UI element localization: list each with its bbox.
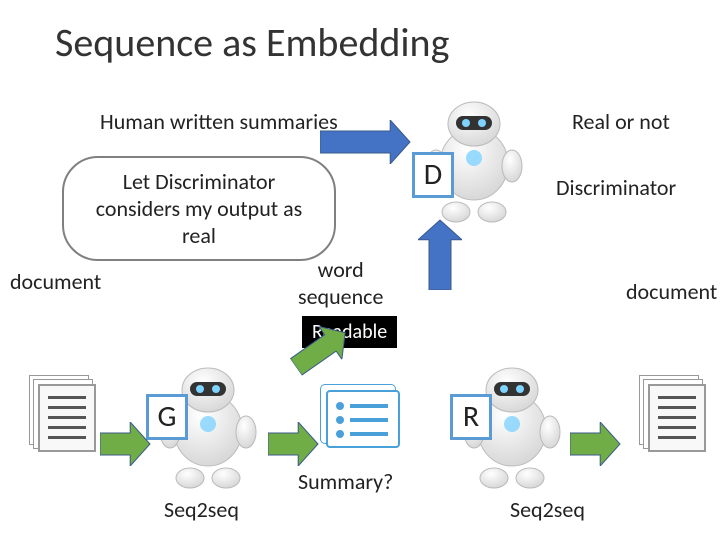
- robot-generator: G: [148, 362, 268, 492]
- label-word-sequence: word sequence: [298, 256, 383, 310]
- label-summary-q: Summary?: [298, 468, 393, 495]
- callout-text: Let Discriminator considers my output as…: [96, 168, 303, 249]
- document-stack-icon: [38, 384, 96, 452]
- label-document-left: document: [10, 268, 101, 295]
- label-discriminator: Discriminator: [556, 174, 676, 201]
- block-arrow-icon: [570, 422, 630, 466]
- callout-generator-thought: Let Discriminator considers my output as…: [62, 156, 336, 261]
- robot-reader: R: [452, 362, 572, 492]
- label-real-or-not: Real or not: [572, 108, 670, 135]
- list-icon: [326, 390, 400, 448]
- label-seq2seq-left: Seq2seq: [164, 496, 239, 523]
- page-title: Sequence as Embedding: [55, 18, 449, 67]
- label-seq2seq-right: Seq2seq: [510, 496, 585, 523]
- block-arrow-icon: [418, 210, 462, 290]
- block-arrow-icon: [268, 422, 328, 466]
- robot-discriminator: D: [414, 96, 534, 226]
- block-arrow-icon: [100, 422, 160, 466]
- robot-letter-r: R: [450, 394, 492, 440]
- label-document-right: document: [626, 278, 717, 305]
- label-human-summaries: Human written summaries: [100, 108, 338, 135]
- block-arrow-icon: [320, 120, 420, 164]
- document-stack-icon: [648, 384, 706, 452]
